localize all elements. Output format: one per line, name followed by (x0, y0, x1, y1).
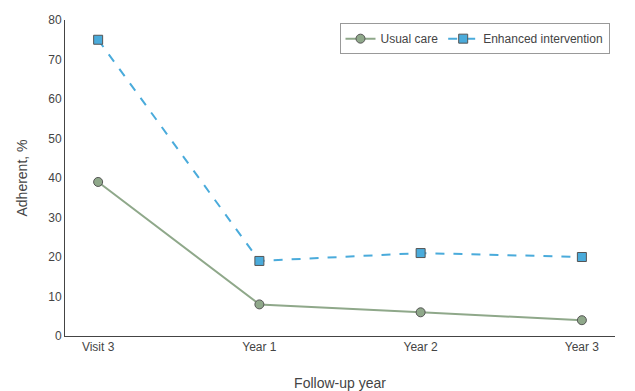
svg-text:Usual care: Usual care (381, 32, 439, 46)
svg-text:Enhanced intervention: Enhanced intervention (483, 32, 602, 46)
svg-text:80: 80 (48, 13, 62, 27)
svg-text:Year 2: Year 2 (403, 340, 438, 354)
svg-text:20: 20 (48, 250, 62, 264)
svg-text:Year 1: Year 1 (242, 340, 277, 354)
svg-text:Visit 3: Visit 3 (82, 340, 115, 354)
svg-text:Year 3: Year 3 (565, 340, 600, 354)
svg-text:0: 0 (55, 329, 62, 343)
svg-text:60: 60 (48, 92, 62, 106)
svg-text:50: 50 (48, 132, 62, 146)
svg-text:40: 40 (48, 171, 62, 185)
svg-text:10: 10 (48, 290, 62, 304)
svg-text:Follow-up year: Follow-up year (294, 375, 386, 391)
svg-text:Adherent, %: Adherent, % (14, 139, 30, 216)
svg-text:70: 70 (48, 53, 62, 67)
svg-text:30: 30 (48, 211, 62, 225)
